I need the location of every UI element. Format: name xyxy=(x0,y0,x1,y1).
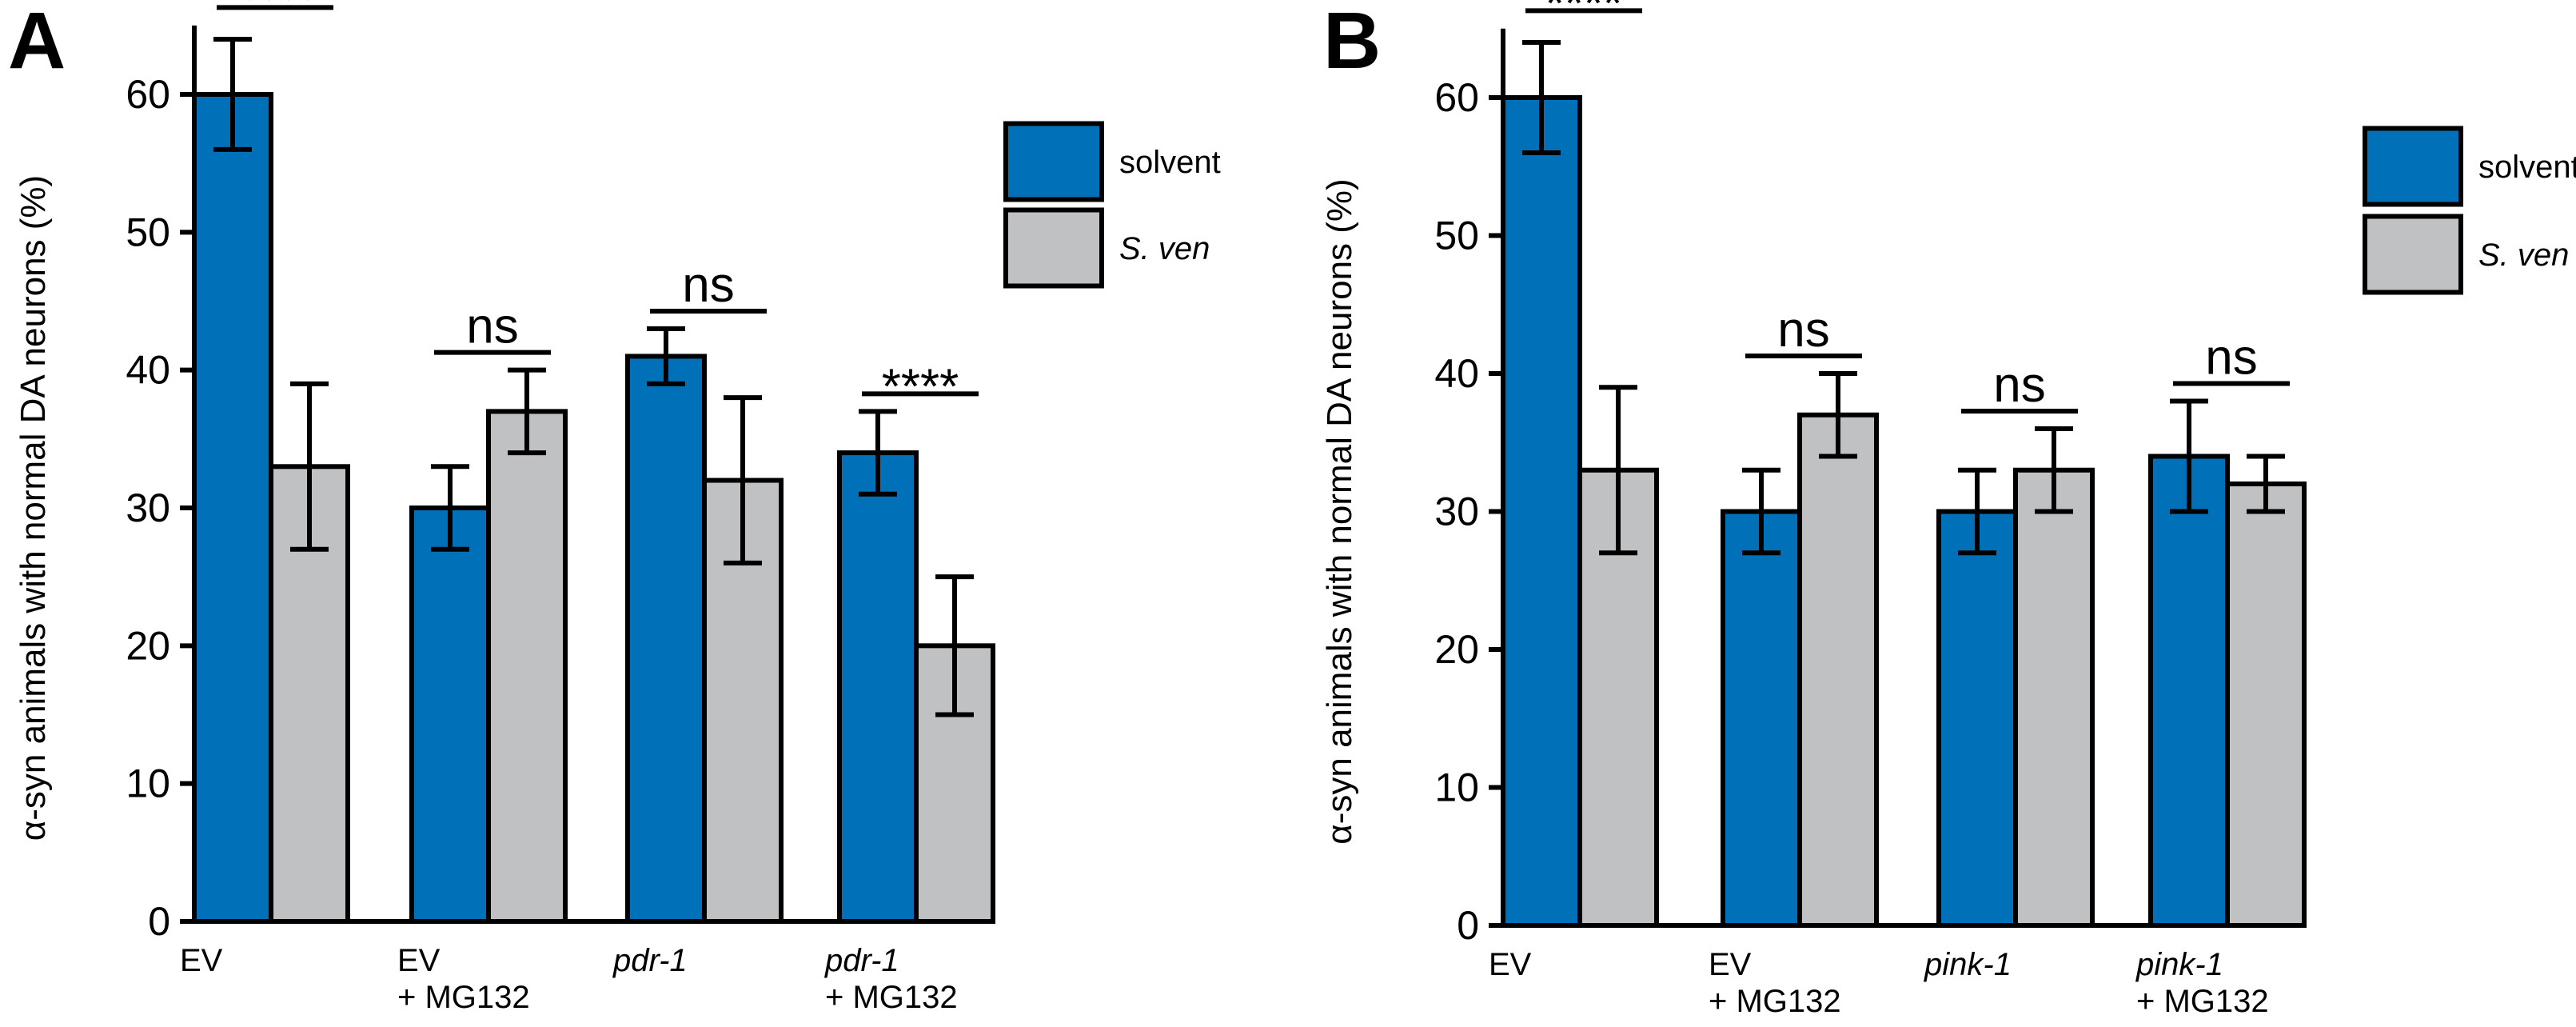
bar-solvent-2 xyxy=(625,354,707,924)
bar-sven-2 xyxy=(2013,467,2095,928)
significance-ns: ns xyxy=(1777,302,1829,358)
bar-sven-3 xyxy=(2225,482,2307,928)
x-tick-label: pdr-1 xyxy=(824,943,899,978)
legend: solvent S. ven xyxy=(2363,126,2576,295)
significance-ns: ns xyxy=(1993,358,2045,413)
y-tick-label: 0 xyxy=(148,899,170,944)
x-tick-label-line2: + MG132 xyxy=(397,980,530,1015)
legend-label-solvent: solvent xyxy=(2478,150,2576,185)
x-tick-label: pdr-1 xyxy=(612,943,688,978)
bar-solvent-3 xyxy=(2148,454,2230,928)
bar-solvent-0 xyxy=(192,92,273,924)
legend-swatch-solvent xyxy=(1003,121,1104,202)
legend: solvent S. ven xyxy=(1003,121,1221,289)
y-tick-label: 40 xyxy=(126,348,170,393)
panel-letter: A xyxy=(8,0,66,86)
legend-label-s-ven: S. ven xyxy=(2478,238,2569,273)
y-tick-label: 40 xyxy=(1434,351,1479,396)
y-tick-label: 30 xyxy=(126,486,170,530)
x-tick-label: EV xyxy=(180,943,223,978)
x-tick-label: EV xyxy=(1489,947,1532,982)
legend-swatch-s-ven xyxy=(1003,207,1104,289)
bar-solvent-3 xyxy=(837,450,919,924)
bar-sven-1 xyxy=(486,409,568,924)
y-tick-label: 10 xyxy=(126,761,170,806)
y-tick-label: 10 xyxy=(1434,765,1479,810)
bar-solvent-2 xyxy=(1936,509,2018,928)
bar-sven-1 xyxy=(1797,412,1879,928)
legend-label-s-ven: S. ven xyxy=(1119,231,1210,266)
x-tick-label: pink-1 xyxy=(2135,947,2223,982)
x-tick-label: pink-1 xyxy=(1924,947,2012,982)
panel-a: Aα-syn animals with normal DA neurons (%… xyxy=(8,0,1221,1015)
y-tick-label: 20 xyxy=(1434,627,1479,672)
y-axis-label: α-syn animals with normal DA neurons (%) xyxy=(14,175,53,841)
x-tick-label-line2: + MG132 xyxy=(2136,984,2269,1019)
y-tick-label: 60 xyxy=(126,72,170,117)
bar-solvent-1 xyxy=(409,506,491,924)
y-tick-label: 20 xyxy=(126,623,170,668)
y-tick-label: 0 xyxy=(1457,903,1479,948)
panel-b: Bα-syn animals with normal DA neurons (%… xyxy=(1320,0,2576,1019)
y-axis-label: α-syn animals with normal DA neurons (%) xyxy=(1320,178,1359,844)
bar-solvent-0 xyxy=(1501,95,1582,928)
significance-ns: ns xyxy=(682,258,734,313)
x-tick-label: EV xyxy=(1709,947,1752,982)
significance-stars: **** xyxy=(882,359,959,414)
significance-stars: **** xyxy=(237,0,314,28)
legend-swatch-s-ven xyxy=(2363,214,2463,295)
y-tick-label: 30 xyxy=(1434,490,1479,534)
y-tick-label: 50 xyxy=(126,210,170,254)
legend-label-solvent: solvent xyxy=(1119,145,1221,180)
significance-stars: **** xyxy=(1545,0,1623,31)
significance-ns: ns xyxy=(2205,330,2257,386)
x-tick-label-line2: + MG132 xyxy=(1709,984,1841,1019)
panel-letter: B xyxy=(1323,0,1381,86)
y-tick-label: 60 xyxy=(1434,75,1479,120)
y-tick-label: 50 xyxy=(1434,214,1479,258)
x-tick-label-line2: + MG132 xyxy=(825,980,958,1015)
bar-solvent-1 xyxy=(1721,509,1802,928)
x-tick-label: EV xyxy=(397,943,441,978)
significance-ns: ns xyxy=(466,299,518,354)
legend-swatch-solvent xyxy=(2363,126,2463,207)
